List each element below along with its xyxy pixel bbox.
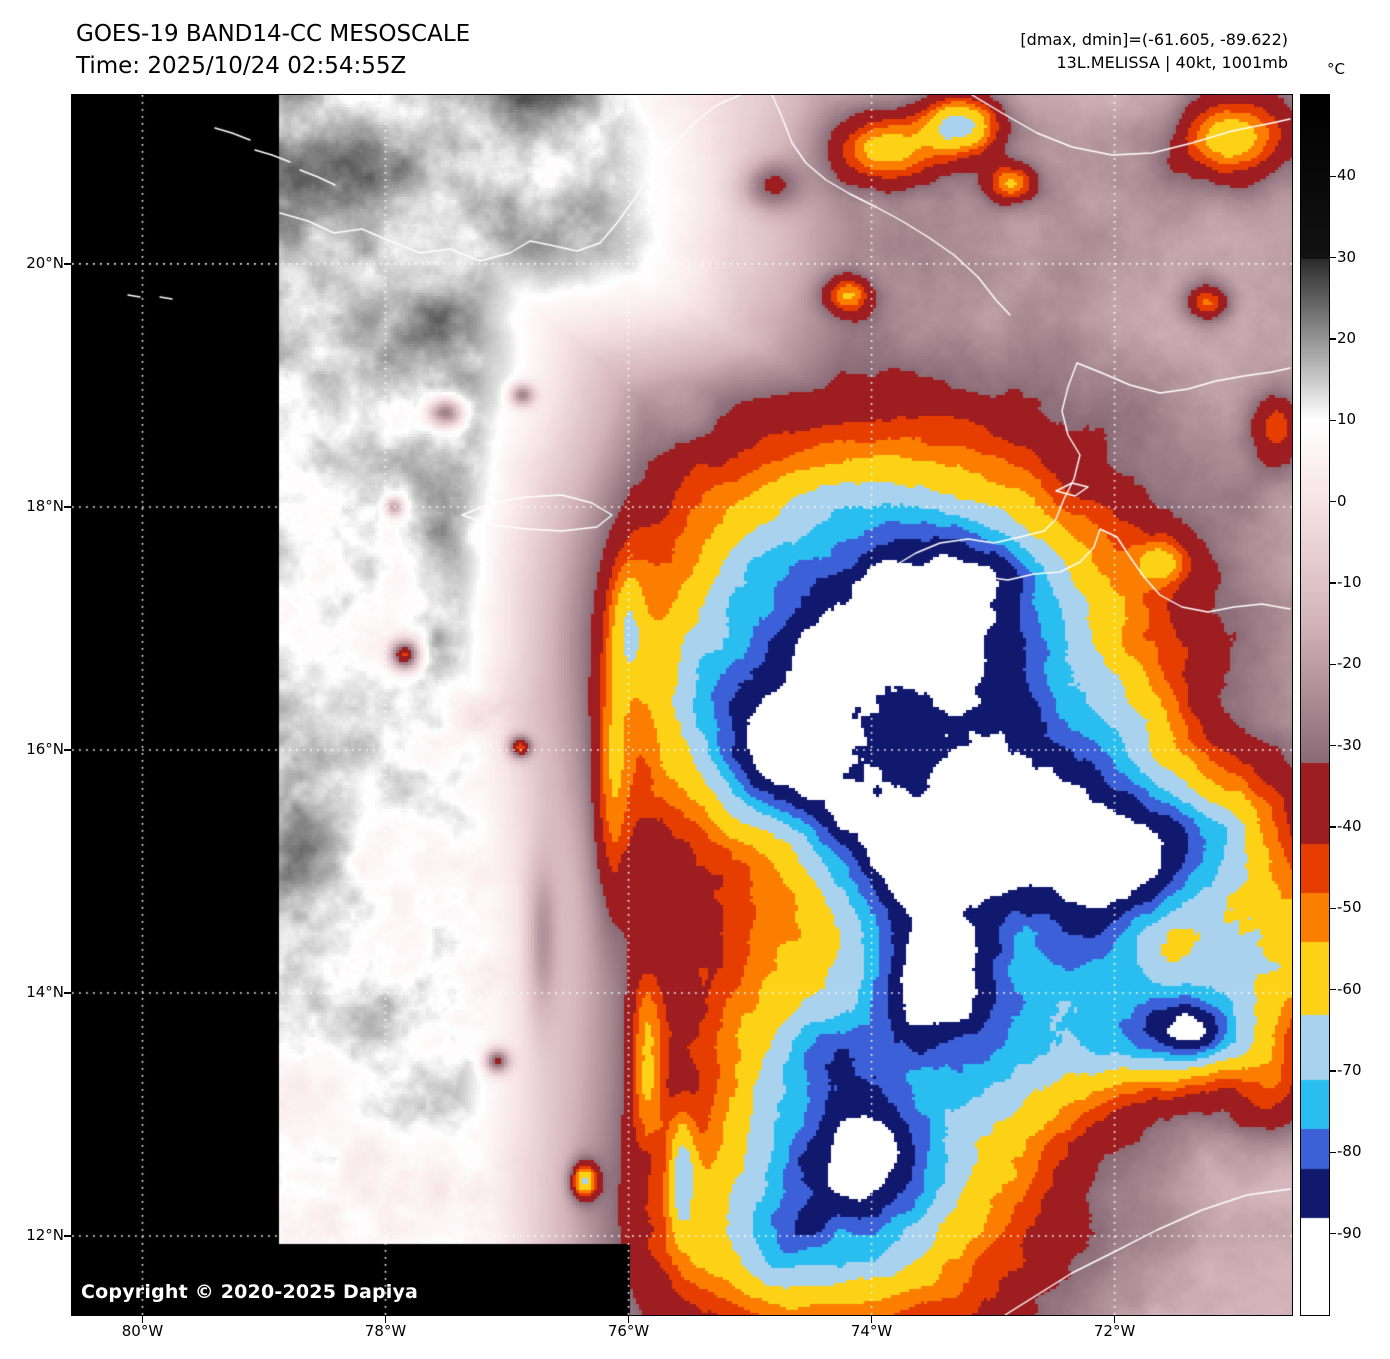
lat-tick-label: 14°N	[26, 982, 64, 1001]
lon-tick-label: 80°W	[121, 1322, 164, 1340]
lon-tick-mark	[141, 1316, 144, 1323]
colorbar	[1300, 94, 1330, 1316]
colorbar-tick-label: -60	[1337, 979, 1362, 998]
copyright-label: Copyright © 2020-2025 Dapiya	[81, 1281, 419, 1303]
colorbar-tick-mark	[1330, 175, 1336, 178]
map-plot-area: Copyright © 2020-2025 Dapiya	[71, 94, 1293, 1316]
colorbar-tick-label: -30	[1337, 735, 1362, 754]
colorbar-tick-label: -90	[1337, 1223, 1362, 1242]
colorbar-tick-mark	[1330, 500, 1336, 503]
colorbar-tick-mark	[1330, 338, 1336, 340]
lon-tick-mark	[384, 1316, 387, 1323]
lat-tick-label: 12°N	[26, 1226, 64, 1245]
colorbar-tick-label: 0	[1337, 491, 1347, 510]
info-block: [dmax, dmin]=(-61.605, -89.622) 13L.MELI…	[1020, 28, 1288, 74]
storm-readout: 13L.MELISSA | 40kt, 1001mb	[1056, 53, 1288, 72]
colorbar-tick-mark	[1330, 1232, 1336, 1235]
colorbar-tick-label: 10	[1337, 410, 1357, 429]
lon-tick-label: 72°W	[1093, 1322, 1136, 1340]
colorbar-tick-label: -10	[1337, 573, 1362, 591]
colorbar-tick-mark	[1330, 1070, 1336, 1072]
lon-tick-label: 74°W	[850, 1322, 893, 1340]
colorbar-tick-label: 40	[1337, 166, 1357, 185]
colorbar-tick-label: -40	[1337, 817, 1362, 835]
colorbar-tick-mark	[1330, 988, 1336, 991]
lon-tick-mark	[870, 1316, 873, 1323]
lon-tick-mark	[627, 1316, 630, 1323]
lat-tick-mark	[64, 263, 71, 265]
satellite-imagery-canvas	[72, 95, 1292, 1315]
colorbar-tick-label: -20	[1337, 654, 1362, 673]
lat-tick-label: 16°N	[26, 739, 64, 758]
colorbar-tick-label: 20	[1337, 329, 1357, 347]
lat-tick-mark	[64, 506, 71, 508]
colorbar-tick-label: 30	[1337, 247, 1357, 266]
dmax-dmin-readout: [dmax, dmin]=(-61.605, -89.622)	[1020, 30, 1288, 49]
colorbar-tick-mark	[1330, 1151, 1336, 1154]
lon-tick-mark	[1113, 1316, 1116, 1323]
lat-tick-label: 18°N	[26, 496, 64, 515]
colorbar-tick-mark	[1330, 582, 1336, 584]
colorbar-tick-mark	[1330, 744, 1336, 747]
colorbar-tick-mark	[1330, 419, 1336, 422]
colorbar-tick-mark	[1330, 826, 1336, 828]
colorbar-unit-label: °C	[1327, 60, 1345, 78]
lon-tick-label: 76°W	[607, 1322, 650, 1340]
colorbar-tick-mark	[1330, 907, 1336, 910]
lat-tick-mark	[64, 749, 71, 751]
lat-tick-label: 20°N	[26, 253, 64, 272]
product-time: Time: 2025/10/24 02:54:55Z	[76, 53, 407, 79]
colorbar-tick-mark	[1330, 663, 1336, 666]
colorbar-tick-label: -80	[1337, 1142, 1362, 1161]
colorbar-canvas	[1301, 95, 1329, 1315]
title-block: GOES-19 BAND14-CC MESOSCALE Time: 2025/1…	[76, 18, 470, 82]
lat-tick-mark	[64, 992, 71, 994]
lon-tick-label: 78°W	[364, 1322, 407, 1340]
colorbar-tick-label: -70	[1337, 1061, 1362, 1079]
colorbar-tick-mark	[1330, 256, 1336, 259]
lat-tick-mark	[64, 1235, 71, 1237]
colorbar-tick-label: -50	[1337, 898, 1362, 917]
product-title: GOES-19 BAND14-CC MESOSCALE	[76, 21, 471, 47]
